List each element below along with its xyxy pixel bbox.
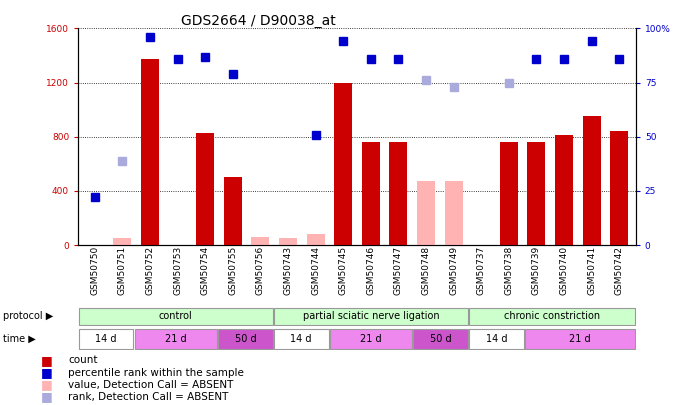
Bar xyxy=(445,181,462,245)
Text: value, Detection Call = ABSENT: value, Detection Call = ABSENT xyxy=(68,380,233,390)
Text: GSM50746: GSM50746 xyxy=(367,246,375,295)
Text: GSM50737: GSM50737 xyxy=(477,246,486,295)
Text: GSM50738: GSM50738 xyxy=(505,246,513,295)
Text: time ▶: time ▶ xyxy=(3,334,36,344)
Text: ■: ■ xyxy=(41,378,52,391)
Text: chronic constriction: chronic constriction xyxy=(504,311,600,321)
Bar xyxy=(79,329,133,349)
Text: rank, Detection Call = ABSENT: rank, Detection Call = ABSENT xyxy=(68,392,228,402)
Text: protocol ▶: protocol ▶ xyxy=(3,311,54,321)
Text: 14 d: 14 d xyxy=(95,334,117,344)
Text: 21 d: 21 d xyxy=(360,334,381,344)
Text: GSM50756: GSM50756 xyxy=(256,246,265,295)
Bar xyxy=(135,329,217,349)
Text: GSM50743: GSM50743 xyxy=(284,246,292,295)
Bar xyxy=(114,238,131,245)
Bar xyxy=(274,329,328,349)
Text: GSM50754: GSM50754 xyxy=(201,246,209,295)
Text: GDS2664 / D90038_at: GDS2664 / D90038_at xyxy=(181,14,336,28)
Text: GSM50751: GSM50751 xyxy=(118,246,127,295)
Bar xyxy=(330,329,412,349)
Text: GSM50750: GSM50750 xyxy=(90,246,99,295)
Text: 21 d: 21 d xyxy=(569,334,591,344)
Text: ■: ■ xyxy=(41,354,52,367)
Bar xyxy=(413,329,468,349)
Bar xyxy=(224,177,242,245)
Bar xyxy=(79,307,273,325)
Bar xyxy=(141,60,159,245)
Text: GSM50755: GSM50755 xyxy=(228,246,237,295)
Bar xyxy=(555,135,573,245)
Text: GSM50752: GSM50752 xyxy=(146,246,154,295)
Text: GSM50745: GSM50745 xyxy=(339,246,347,295)
Text: partial sciatic nerve ligation: partial sciatic nerve ligation xyxy=(303,311,439,321)
Bar xyxy=(417,181,435,245)
Text: 21 d: 21 d xyxy=(165,334,186,344)
Text: control: control xyxy=(159,311,192,321)
Bar xyxy=(307,234,324,245)
Bar xyxy=(279,238,297,245)
Bar xyxy=(362,142,379,245)
Text: count: count xyxy=(68,356,97,365)
Bar xyxy=(390,142,407,245)
Bar xyxy=(528,142,545,245)
Bar xyxy=(218,329,273,349)
Bar xyxy=(335,83,352,245)
Bar xyxy=(500,142,517,245)
Text: 50 d: 50 d xyxy=(235,334,256,344)
Text: GSM50753: GSM50753 xyxy=(173,246,182,295)
Text: GSM50747: GSM50747 xyxy=(394,246,403,295)
Text: percentile rank within the sample: percentile rank within the sample xyxy=(68,368,244,377)
Bar xyxy=(252,237,269,245)
Text: GSM50741: GSM50741 xyxy=(587,246,596,295)
Bar xyxy=(583,116,600,245)
Bar xyxy=(525,329,635,349)
Text: GSM50739: GSM50739 xyxy=(532,246,541,295)
Bar xyxy=(610,131,628,245)
Text: GSM50749: GSM50749 xyxy=(449,246,458,295)
Text: ■: ■ xyxy=(41,390,52,403)
Text: GSM50748: GSM50748 xyxy=(422,246,430,295)
Text: 14 d: 14 d xyxy=(486,334,507,344)
Text: GSM50742: GSM50742 xyxy=(615,246,624,295)
Text: GSM50744: GSM50744 xyxy=(311,246,320,295)
Text: 14 d: 14 d xyxy=(290,334,312,344)
Bar xyxy=(197,132,214,245)
Text: ■: ■ xyxy=(41,366,52,379)
Bar xyxy=(274,307,468,325)
Bar xyxy=(469,307,635,325)
Text: GSM50740: GSM50740 xyxy=(560,246,568,295)
Bar xyxy=(469,329,524,349)
Text: 50 d: 50 d xyxy=(430,334,452,344)
